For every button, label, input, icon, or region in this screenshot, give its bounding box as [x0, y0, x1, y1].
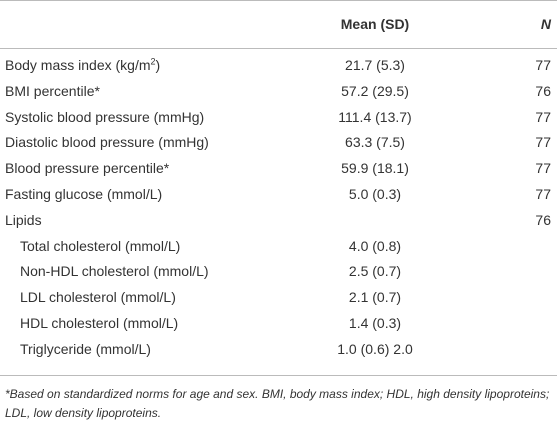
- row-label: Fasting glucose (mmol/L): [5, 186, 162, 202]
- row-n: 77: [535, 160, 551, 177]
- row-label: Diastolic blood pressure (mmHg): [5, 134, 209, 150]
- header-mean: Mean (SD): [340, 16, 410, 32]
- row-mean: 2.1 (0.7): [348, 289, 402, 306]
- row-label: Body mass index (kg/m2): [5, 57, 160, 73]
- row-label: BMI percentile*: [5, 83, 100, 99]
- label-text: Diastolic blood pressure (mmHg): [5, 134, 209, 151]
- label-text: ): [155, 57, 161, 73]
- row-label: Systolic blood pressure (mmHg): [5, 109, 204, 125]
- row-n: 77: [535, 186, 551, 202]
- row-label: LDL cholesterol (mmol/L): [20, 289, 176, 305]
- row-mean: 1.0 (0.6) 2.0: [337, 340, 413, 357]
- row-mean: 21.7 (5.3): [345, 57, 405, 73]
- label-text: Systolic blood pressure (mmHg): [5, 108, 205, 125]
- row-mean: 111.4 (13.7): [338, 108, 412, 125]
- row-mean: 57.2 (29.5): [341, 82, 409, 99]
- label-text: BMI percentile*: [5, 82, 100, 99]
- row-label: Lipids: [5, 212, 42, 228]
- row-n: 76: [535, 82, 551, 99]
- label-text: Lipids: [5, 211, 42, 228]
- label-text: Triglyceride (mmol/L): [20, 340, 151, 357]
- label-text: Non-HDL cholesterol (mmol/L): [20, 263, 209, 280]
- header-n: N: [540, 16, 551, 32]
- row-n: 77: [535, 57, 551, 73]
- header-rule: [0, 48, 557, 49]
- row-label: Non-HDL cholesterol (mmol/L): [20, 263, 209, 279]
- row-mean: 1.4 (0.3): [348, 315, 402, 331]
- row-mean: 5.0 (0.3): [348, 186, 402, 202]
- top-rule: [0, 0, 557, 1]
- row-mean: 59.9 (18.1): [341, 160, 409, 177]
- row-mean: 2.5 (0.7): [348, 263, 402, 280]
- row-label: Blood pressure percentile*: [5, 160, 169, 176]
- label-text: Total cholesterol (mmol/L): [20, 237, 181, 254]
- label-text: Body mass index (kg/m: [5, 57, 151, 73]
- label-text: LDL cholesterol (mmol/L): [20, 289, 176, 306]
- row-label: Total cholesterol (mmol/L): [20, 238, 180, 254]
- row-n: 77: [535, 134, 551, 151]
- row-label: Triglyceride (mmol/L): [20, 341, 151, 357]
- bottom-rule: [0, 375, 557, 376]
- row-mean: 4.0 (0.8): [348, 237, 402, 254]
- row-n: 77: [535, 108, 551, 125]
- label-text: HDL cholesterol (mmol/L): [20, 315, 179, 331]
- label-text: Blood pressure percentile*: [5, 160, 170, 177]
- label-sup: 2: [150, 56, 156, 67]
- label-text: Fasting glucose (mmol/L): [5, 186, 163, 202]
- row-label: HDL cholesterol (mmol/L): [20, 315, 178, 331]
- row-n: 76: [535, 211, 551, 228]
- row-mean: 63.3 (7.5): [345, 134, 405, 151]
- footnote: *Based on standardized norms for age and…: [5, 387, 550, 420]
